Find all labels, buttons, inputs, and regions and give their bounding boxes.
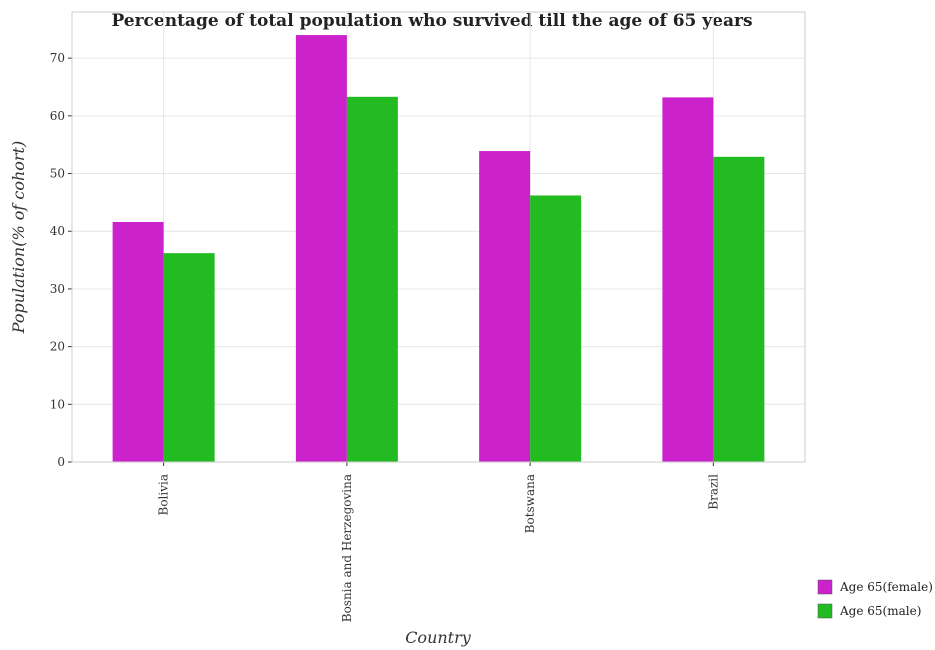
chart-title: Percentage of total population who survi… [111,11,752,31]
legend-swatch [817,603,833,619]
x-tick-label: Bosnia and Herzegovina [340,474,354,622]
bar-male [346,96,398,463]
x-tick-label: Brazil [706,474,720,510]
bar-male [163,253,215,462]
x-tick-label: Bolivia [157,474,171,516]
y-axis-ticks: 0 10 20 30 40 50 60 70 [50,51,72,469]
y-tick-label: 70 [50,51,65,65]
x-tick-label: Botswana [523,474,537,533]
y-tick-label: 0 [57,455,65,469]
bar-female [479,151,531,463]
bar-female [295,35,347,462]
legend: Age 65(female) Age 65(male) [817,579,933,619]
bar-male [530,195,582,462]
legend-label: Age 65(male) [839,604,921,618]
y-tick-label: 40 [50,224,65,238]
x-axis-ticks: Bolivia Bosnia and Herzegovina Botswana Bra… [157,462,720,622]
legend-swatch [817,579,833,595]
x-axis-title: Country [405,628,472,647]
y-tick-label: 60 [50,109,65,123]
plot-frame [71,11,806,463]
bars [112,35,765,463]
bar-female [112,222,164,462]
bar-male [713,156,765,463]
y-tick-label: 10 [50,397,65,411]
y-tick-label: 50 [50,167,65,181]
legend-label: Age 65(female) [839,580,933,594]
y-tick-label: 30 [50,282,65,296]
bar-female [662,97,714,462]
y-tick-label: 20 [50,340,65,354]
y-axis-title: Population(% of cohort) [9,141,28,334]
